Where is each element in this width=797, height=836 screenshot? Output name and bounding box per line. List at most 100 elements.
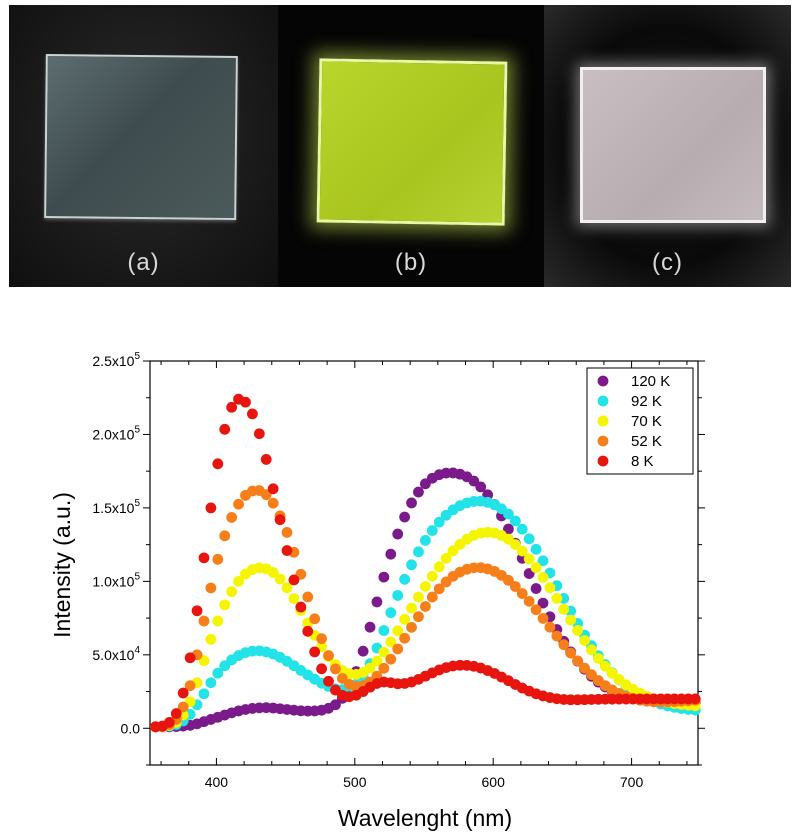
data-point [537,555,549,567]
legend-label: 52 K [631,433,662,450]
data-point [433,561,445,573]
data-point [378,625,390,636]
data-point [212,553,224,565]
y-tick-mantissa: 1.5x10 [92,500,134,516]
data-point [482,489,494,501]
data-point [572,655,584,667]
data-point [399,573,411,585]
data-point [523,595,535,607]
data-point [309,646,321,658]
data-point [281,582,293,594]
data-point [530,583,542,594]
data-point [509,581,521,592]
data-point [385,607,397,619]
data-point [413,486,424,498]
data-point [544,621,556,633]
data-point [689,693,701,705]
y-axis-label: Intensity (a.u.) [49,492,75,638]
legend-marker [597,415,609,427]
data-point [364,662,376,674]
data-point [205,582,217,594]
data-point [406,621,417,633]
data-point [544,582,556,594]
glass-slide-image-c [580,67,766,223]
data-point [288,593,300,604]
data-point [572,625,584,636]
y-tick-exponent: 4 [134,645,140,656]
data-point [212,458,224,470]
data-point [316,633,327,645]
legend-marker [597,435,609,447]
legend-marker [597,375,609,387]
data-point [364,621,376,633]
legend-marker [597,395,609,407]
data-point [413,611,424,623]
data-point [537,571,549,583]
legend-label: 8 K [631,453,654,470]
data-point [378,646,390,658]
data-point [440,552,452,564]
data-point [419,601,431,612]
y-tick-label: 0.0 [121,720,141,736]
data-point [163,716,175,728]
data-point [371,596,383,608]
data-point [309,613,321,625]
y-tick-mantissa: 2.5x10 [92,353,134,369]
y-tick-label: 1.5x105 [92,498,140,516]
data-point [212,615,224,627]
data-point [523,533,535,545]
data-point [378,571,390,583]
data-point [419,580,431,592]
data-point [323,650,334,661]
data-point [406,497,417,509]
data-point [551,630,563,642]
data-point [330,699,341,711]
data-point [433,516,445,528]
panel-label-b: (b) [394,249,428,276]
data-point [406,602,417,614]
data-point [191,605,203,617]
data-point [399,511,411,523]
data-point [267,567,279,578]
data-point [253,428,265,440]
data-point [509,515,521,527]
y-tick-label: 1.0x105 [92,571,140,589]
y-tick-exponent: 5 [134,424,140,435]
legend-label: 120 K [631,373,670,390]
data-point [419,534,431,546]
data-point [579,635,590,646]
legend-label: 70 K [631,413,662,430]
data-point [198,688,210,700]
y-tick-label: 2.5x105 [92,351,140,369]
data-point [392,528,404,540]
y-tick-mantissa: 2.0x10 [92,426,134,442]
data-point [586,644,597,656]
data-point [233,575,244,587]
data-point [226,586,238,598]
data-point [240,396,251,408]
data-point [205,633,217,645]
data-point [302,625,314,637]
data-point [357,645,369,657]
data-point [385,636,397,648]
data-point [516,523,528,535]
data-point [406,559,417,571]
legend-marker [597,455,609,467]
legend-label: 92 K [631,393,662,410]
data-point [198,615,210,627]
data-point [247,408,258,420]
data-point [392,590,404,601]
data-point [385,653,397,665]
data-point [219,530,231,542]
data-point [551,593,563,604]
data-point [447,545,459,557]
data-point [205,502,217,514]
photo-panel-c: (c) [544,5,791,287]
y-tick-mantissa: 5.0x10 [92,647,134,663]
data-point [330,663,341,675]
data-point [184,652,196,664]
data-point [281,527,293,538]
data-point [606,667,618,679]
data-point [579,662,590,674]
